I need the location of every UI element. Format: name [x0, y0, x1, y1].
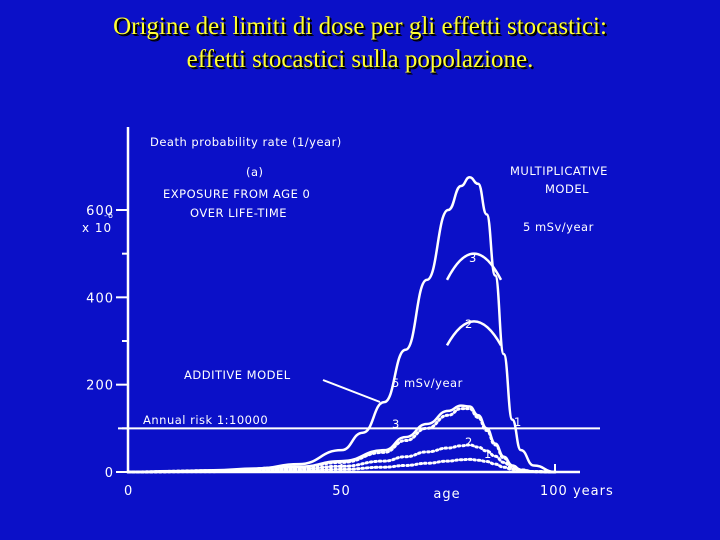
chart-panel-label: (a) — [246, 165, 264, 179]
chart-labels: 0 200 400 600 x 10-6 0 50 100 years age Death pro… — [82, 135, 614, 502]
chart-title: Death probability rate (1/year) — [150, 135, 342, 149]
legend-bump-2 — [445, 320, 503, 346]
y-tick-label: 600 — [86, 204, 114, 219]
bump-label-2: 2 — [465, 317, 473, 331]
additive-series-label-3: 3 — [392, 417, 400, 431]
x-tick-label: 100 years — [540, 484, 614, 499]
chart-subtitle-line-1: EXPOSURE FROM AGE 0 — [163, 187, 310, 201]
multiplicative-label-line-1: MULTIPLICATIVE — [510, 164, 608, 178]
slide-title-line-1: Origine dei limiti di dose per gli effet… — [113, 13, 607, 40]
additive-dose-label: 5 mSv/year — [392, 376, 463, 390]
series-line-2 — [126, 443, 557, 474]
x-axis-label: age — [433, 487, 460, 502]
y-multiplier-exponent: -6 — [104, 211, 114, 220]
y-tick-label: 200 — [86, 379, 114, 394]
slide-title: Origine dei limiti di dose per gli effet… — [0, 10, 720, 76]
series-line-3 — [126, 407, 557, 474]
annual-risk-label: Annual risk 1:10000 — [143, 413, 268, 427]
additive-series-label-1: 1 — [484, 447, 492, 461]
additive-series-label-2: 2 — [465, 435, 473, 449]
additive-model-label: ADDITIVE MODEL — [184, 368, 291, 382]
additive-model-pointer — [322, 379, 381, 403]
x-tick-label: 0 — [124, 484, 133, 499]
chart-axes — [116, 127, 600, 474]
multiplicative-label-line-2: MODEL — [545, 182, 589, 196]
y-tick-label: 0 — [105, 466, 114, 481]
additive-series-label-1b: 1 — [514, 415, 522, 429]
legend-bump-3 — [445, 252, 503, 281]
chart-series — [126, 175, 557, 474]
y-multiplier-label: x 10 — [82, 221, 112, 235]
y-tick-label: 400 — [86, 291, 114, 306]
bump-label-3: 3 — [469, 251, 477, 265]
chart-subtitle-line-2: OVER LIFE-TIME — [190, 206, 287, 220]
x-tick-label: 50 — [332, 484, 351, 499]
slide-title-line-2: effetti stocastici sulla popolazione. — [186, 46, 534, 73]
multiplicative-dose-label: 5 mSv/year — [523, 220, 594, 234]
series-line-1 — [126, 457, 557, 474]
